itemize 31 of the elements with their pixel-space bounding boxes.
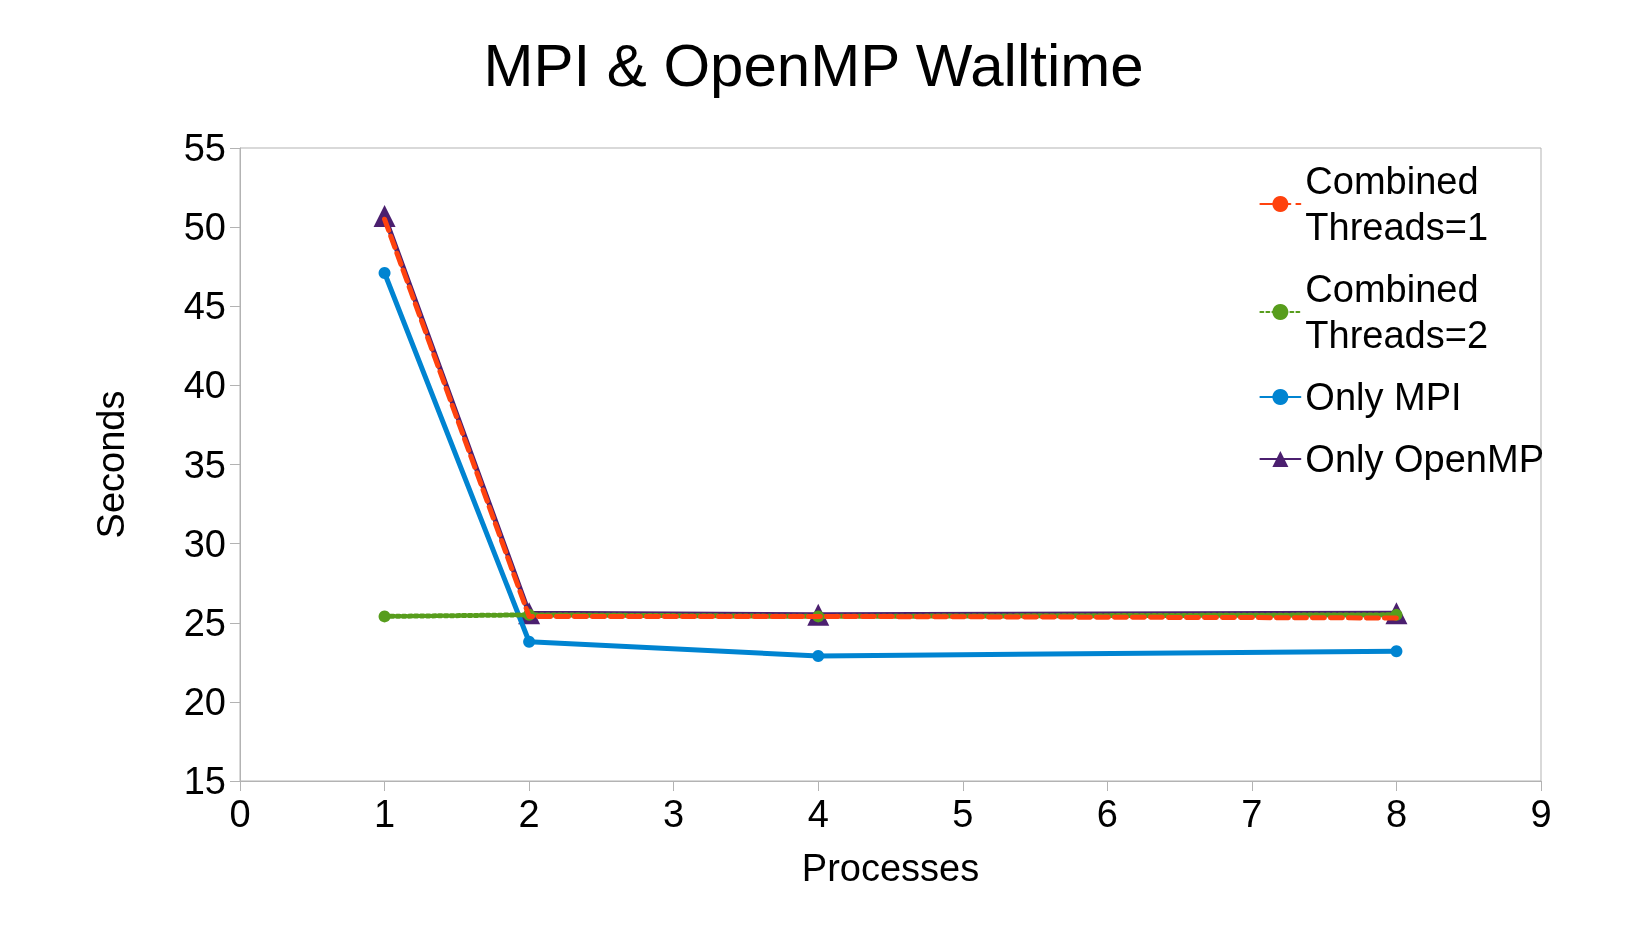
chart-title: MPI & OpenMP Walltime: [483, 31, 1144, 99]
y-tick-label: 15: [183, 760, 226, 802]
y-tick-label: 25: [183, 601, 226, 644]
y-tick-label: 55: [183, 127, 226, 169]
legend-label: Combined Threads=1: [1305, 160, 1489, 248]
point: [812, 649, 825, 662]
x-tick-label: 7: [1241, 793, 1263, 835]
x-tick-label: 9: [1530, 793, 1552, 835]
y-tick-label: 20: [183, 680, 226, 723]
y-tick-label: 50: [183, 206, 226, 249]
x-tick-label: 3: [663, 793, 685, 835]
legend-label: Only OpenMP: [1305, 438, 1545, 480]
y-axis-title: Seconds: [90, 390, 132, 539]
y-tick-label: 40: [183, 364, 226, 407]
x-tick-label: 1: [373, 793, 396, 835]
legend-label: Combined Threads=2: [1305, 268, 1489, 356]
x-tick-label: 4: [807, 793, 829, 835]
x-tick-label: 0: [229, 793, 251, 835]
x-tick-label: 2: [518, 793, 540, 835]
x-tick-label: 8: [1385, 793, 1408, 835]
x-tick-label: 6: [1096, 793, 1118, 835]
x-axis-title: Processes: [801, 847, 980, 889]
point: [378, 267, 391, 280]
y-tick-label: 35: [183, 443, 226, 486]
y-tick-label: 45: [183, 285, 226, 328]
point: [523, 635, 536, 648]
x-tick-label: 5: [952, 793, 974, 835]
point: [378, 610, 391, 623]
legend-label: Only MPI: [1305, 376, 1462, 418]
point: [1390, 645, 1403, 658]
y-tick-label: 30: [183, 522, 226, 565]
